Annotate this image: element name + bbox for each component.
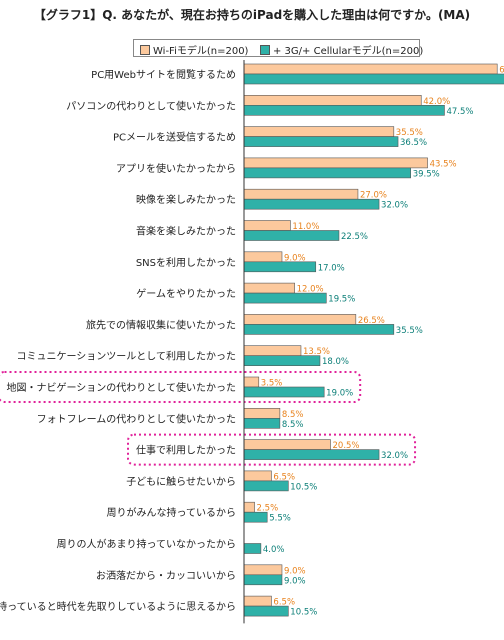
category-label: アプリを使いたかったから: [116, 162, 236, 175]
data-label-cellular: 17.0%: [318, 263, 345, 273]
category-label: フォトフレームの代わりとして使いたかった: [37, 412, 236, 425]
category-label: お洒落だから・カッコいいから: [96, 569, 236, 582]
bar-wifi: [243, 188, 359, 200]
legend-swatch-wifi: [140, 44, 150, 55]
bar-cellular: [243, 136, 399, 147]
bar-cellular: [243, 543, 262, 554]
data-label-wifi: 6.5%: [273, 598, 295, 608]
bar-wifi: [243, 126, 395, 137]
category-label: 映像を楽しみたかった: [136, 193, 236, 206]
bar-wifi: [243, 376, 260, 388]
bar-wifi: [243, 470, 272, 482]
data-label-wifi: 27.0%: [360, 191, 387, 201]
bar-wifi: [243, 251, 283, 263]
bar-cellular: [243, 480, 289, 492]
category-label: SNSを利用したかった: [136, 257, 236, 269]
data-label-cellular: 35.5%: [396, 326, 423, 336]
data-label-wifi: 20.5%: [333, 441, 360, 451]
data-label-wifi: 12.0%: [297, 285, 324, 295]
category-label: PCメールを送受信するため: [113, 131, 236, 144]
bar-cellular: [243, 292, 327, 304]
category-label: 音楽を楽しみたかった: [136, 225, 236, 238]
bar-wifi: [243, 157, 428, 169]
legend: Wi-Fiモデル(n=200) + 3G/+ Cellularモデル(n=200…: [133, 39, 423, 57]
data-label-wifi: 2.5%: [257, 504, 279, 514]
data-label-cellular: 19.0%: [326, 389, 353, 399]
legend-item-wifi: Wi-Fiモデル(n=200): [140, 42, 248, 57]
category-label: 旅先での情報収集に使いたかった: [86, 318, 236, 331]
data-label-wifi: 35.5%: [396, 128, 423, 138]
bar-wifi: [243, 282, 295, 294]
data-label-cellular: 5.5%: [269, 514, 291, 524]
data-label-cellular: 32.0%: [381, 451, 408, 461]
bar-wifi: [243, 439, 331, 450]
bar-wifi: [243, 501, 255, 513]
legend-label-cellular: + 3G/+ Cellularモデル(n=200): [273, 46, 424, 57]
highlight-box: [0, 371, 362, 403]
legend-label-wifi: Wi-Fiモデル(n=200): [153, 46, 249, 57]
bar-cellular: [243, 605, 289, 617]
bar-cellular: [243, 167, 411, 179]
data-label-wifi: 3.5%: [261, 379, 283, 389]
data-label-wifi: 26.5%: [358, 316, 385, 326]
bar-cellular: [243, 511, 268, 523]
data-label-cellular: 32.0%: [381, 201, 408, 211]
bar-cellular: [243, 355, 321, 367]
category-label: 子どもに触らせたいから: [126, 475, 236, 488]
bar-cellular: [243, 574, 283, 586]
bar-wifi: [243, 63, 498, 75]
data-label-cellular: 10.5%: [290, 608, 317, 618]
chart-title: 【グラフ1】Q. あなたが、現在お持ちのiPadを購入した理由は何ですか。(MA…: [33, 8, 471, 22]
data-label-cellular: 9.0%: [284, 576, 306, 586]
data-label-wifi: 9.0%: [284, 253, 306, 263]
bar-wifi: [243, 220, 291, 231]
data-label-cellular: 8.5%: [282, 420, 304, 430]
bar-wifi: [243, 564, 283, 576]
bar-cellular: [243, 449, 380, 460]
bar-wifi: [243, 345, 302, 357]
data-label-cellular: 18.0%: [322, 357, 349, 367]
category-label: ゲームをやりたかった: [136, 288, 236, 300]
data-label-wifi: 42.0%: [423, 97, 450, 107]
legend-item-cellular: + 3G/+ Cellularモデル(n=200): [260, 42, 423, 57]
data-label-wifi: 43.5%: [430, 159, 457, 169]
bar-cellular: [243, 73, 504, 85]
data-label-cellular: 10.5%: [290, 482, 317, 492]
data-label-cellular: 4.0%: [263, 545, 285, 555]
legend-swatch-cellular: [260, 44, 270, 55]
data-label-wifi: 6.5%: [273, 472, 295, 482]
data-label-cellular: 19.5%: [328, 295, 355, 305]
data-label-cellular: 22.5%: [341, 232, 368, 242]
bar-cellular: [243, 230, 340, 241]
category-label: 持っていると時代を先取りしているように思えるから: [0, 600, 236, 613]
data-label-wifi: 9.0%: [284, 566, 306, 576]
bar-cellular: [243, 261, 317, 273]
data-label-wifi: 11.0%: [292, 222, 319, 232]
category-label: パソコンの代わりとして使いたかった: [66, 99, 236, 112]
category-label: PC用Webサイトを閲覧するため: [91, 69, 236, 81]
category-label: 周りがみんな持っているから: [107, 506, 237, 519]
data-label-cellular: 36.5%: [400, 138, 427, 148]
category-label: 周りの人があまり持っていなかったから: [57, 538, 237, 551]
category-label: 仕事で利用したかった: [136, 444, 236, 457]
bar-wifi: [243, 407, 281, 419]
data-label-cellular: 39.5%: [413, 169, 440, 179]
data-label-wifi: 8.5%: [282, 410, 304, 420]
bar-wifi: [243, 95, 422, 106]
category-label: コミュニケーションツールとして利用したかった: [17, 351, 237, 363]
data-label-cellular: 47.5%: [446, 107, 473, 117]
bar-cellular: [243, 324, 395, 335]
bar-cellular: [243, 417, 281, 429]
bar-wifi: [243, 314, 357, 325]
bar-wifi: [243, 595, 272, 607]
bar-cellular: [243, 198, 380, 210]
category-label: 地図・ナビゲーションの代わりとして使いたかった: [7, 381, 237, 394]
bar-cellular: [243, 105, 445, 116]
bar-cellular: [243, 386, 325, 398]
data-label-wifi: 13.5%: [303, 347, 330, 357]
data-label-wifi: 60.0%: [499, 66, 504, 76]
